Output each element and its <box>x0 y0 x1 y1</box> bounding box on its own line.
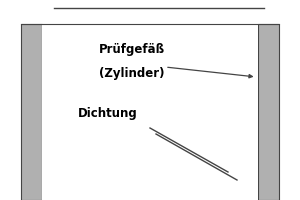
Text: (Zylinder): (Zylinder) <box>99 67 165 80</box>
Text: Prüfgefäß: Prüfgefäß <box>99 43 165 56</box>
Text: Dichtung: Dichtung <box>78 107 138 120</box>
Bar <box>21 24 42 200</box>
Bar <box>42 24 258 200</box>
Bar <box>258 24 279 200</box>
